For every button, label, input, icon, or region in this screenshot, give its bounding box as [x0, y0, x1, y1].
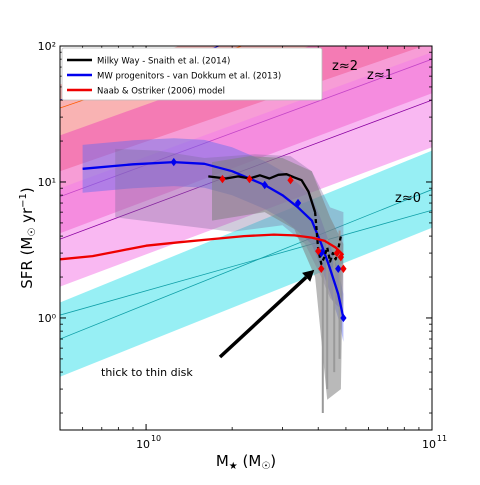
series-1-marker-4 [318, 264, 325, 273]
snaith-inner-uncertainty [212, 156, 344, 400]
series-0-marker-0 [170, 157, 177, 167]
band-label-0: z≈2 [332, 59, 358, 74]
legend-label-0: Milky Way - Snaith et al. (2014) [97, 57, 230, 67]
series-1-marker-3 [315, 246, 322, 256]
x-tick-label-1: 10 [422, 438, 436, 451]
series-1-marker-0 [219, 174, 226, 184]
y-tick-label-2: 10² [38, 40, 56, 53]
series-line-1 [208, 173, 317, 213]
y-tick-label-0: 10⁰ [38, 312, 57, 325]
annotation-arrow-shaft [218, 276, 308, 359]
series-1-marker-5 [333, 248, 341, 258]
series-0-marker-4 [335, 264, 342, 273]
band-label-1: z≈1 [367, 68, 393, 83]
series-1-marker-6 [337, 252, 345, 262]
series-1-marker-7 [340, 264, 347, 273]
series-0-marker-1 [261, 180, 268, 190]
band-3-line-1 [60, 209, 432, 316]
band-3-line-0 [60, 189, 432, 340]
plot-frame [59, 45, 433, 431]
annotation-arrow-head [302, 269, 315, 282]
x-axis-label: M★ (M☉) [216, 452, 276, 472]
annotation-text: thick to thin disk [101, 366, 193, 379]
x-tick-exp-0: 10 [151, 434, 161, 443]
band-3 [60, 150, 432, 377]
series-0-marker-5 [340, 313, 347, 323]
x-tick-exp-1: 11 [437, 434, 447, 443]
band-label-3: z≈0 [395, 191, 421, 206]
y-axis-label: SFR (M☉ yr−1) [18, 187, 38, 289]
legend: Milky Way - Snaith et al. (2014) MW proge… [61, 47, 323, 101]
x-tick-label-0: 10 [136, 438, 150, 451]
series-0-marker-2 [294, 198, 302, 208]
series-line-3 [60, 233, 345, 261]
legend-box [61, 47, 323, 101]
series-1-marker-2 [287, 176, 294, 185]
series-line-2 [313, 212, 343, 266]
series-1-marker-1 [246, 174, 253, 184]
y-tick-label-1: 10¹ [38, 176, 56, 189]
legend-label-2: Naab & Ostriker (2006) model [97, 87, 225, 97]
legend-label-1: MW progenitors - van Dokkum et al. (2013… [97, 72, 281, 82]
